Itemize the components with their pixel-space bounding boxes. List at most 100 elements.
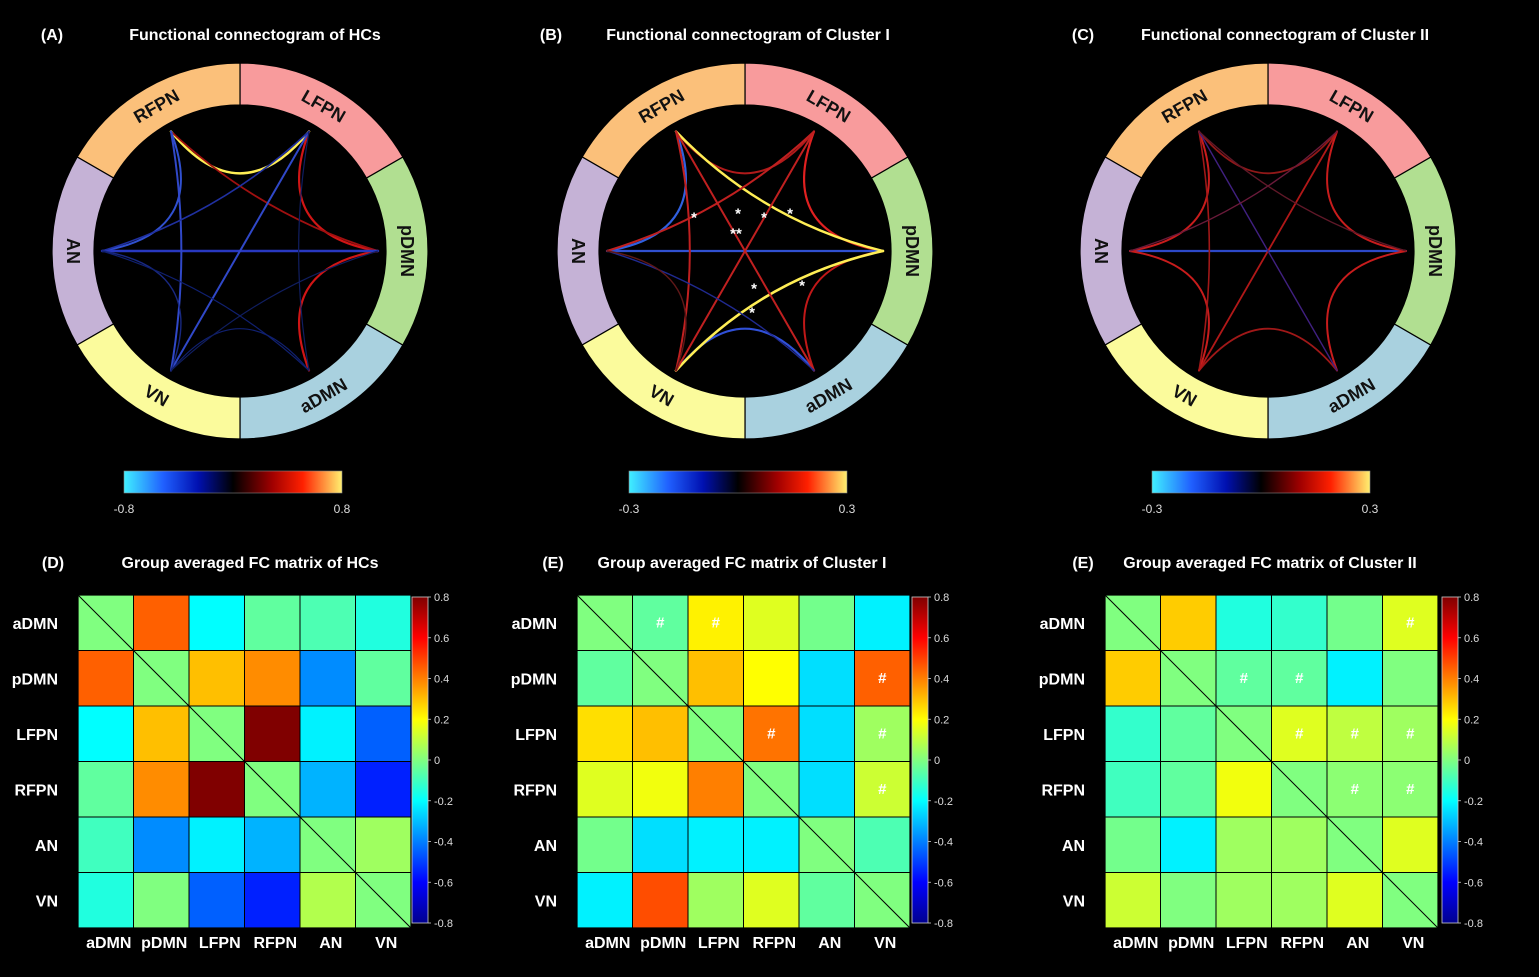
colorbar-tick-label: -0.8 bbox=[1464, 918, 1483, 930]
ring-label-pdmn: pDMN bbox=[1425, 225, 1445, 277]
panel-letter: (E) bbox=[1072, 555, 1093, 572]
matrix-cell bbox=[133, 872, 190, 929]
matrix-cell bbox=[1215, 872, 1272, 929]
edge-rfpn-admn bbox=[1198, 130, 1338, 372]
ring-segment-rfpn bbox=[581, 62, 746, 179]
matrix-cell bbox=[1326, 872, 1383, 929]
matrix-cell bbox=[632, 816, 689, 873]
matrix-cell bbox=[854, 816, 911, 873]
edge-lfpn-vn bbox=[170, 130, 310, 372]
colorbar-min-label: -0.8 bbox=[114, 502, 135, 516]
matrix-cell bbox=[1104, 761, 1161, 818]
significance-mark: # bbox=[1240, 670, 1249, 687]
panel-letter: (A) bbox=[41, 27, 63, 44]
matrix-cell bbox=[798, 872, 855, 929]
matrix-cell bbox=[632, 594, 689, 651]
ring-segment-lfpn bbox=[744, 62, 909, 179]
edge-admn-vn bbox=[1198, 327, 1338, 372]
panel-title: Group averaged FC matrix of Cluster I bbox=[598, 555, 887, 572]
colorbar-max-label: 0.3 bbox=[839, 502, 856, 516]
colorbar-min-label: -0.3 bbox=[619, 502, 640, 516]
matrix-cell bbox=[244, 650, 301, 707]
matrix-cell bbox=[77, 705, 134, 762]
row-label: RFPN bbox=[513, 782, 557, 799]
matrix-cell bbox=[743, 594, 800, 651]
matrix-cell bbox=[77, 872, 134, 929]
significance-mark: # bbox=[878, 670, 887, 687]
matrix-cell bbox=[854, 761, 911, 818]
colorbar bbox=[1151, 470, 1371, 494]
matrix-cell bbox=[687, 872, 744, 929]
matrix-cell bbox=[687, 816, 744, 873]
row-label: AN bbox=[35, 838, 58, 855]
edge-admn-lfpn bbox=[298, 130, 310, 372]
matrix-cell bbox=[798, 761, 855, 818]
row-label: LFPN bbox=[515, 727, 557, 744]
ring-label-an: AN bbox=[568, 238, 588, 264]
panel-letter: (E) bbox=[542, 555, 563, 572]
significance-star: * bbox=[735, 206, 741, 223]
edge-rfpn-vn bbox=[170, 130, 183, 372]
matrix-cell bbox=[1326, 650, 1383, 707]
column-label: aDMN bbox=[86, 935, 131, 952]
matrix-cell bbox=[687, 761, 744, 818]
significance-mark: # bbox=[1295, 670, 1304, 687]
edge-an-rfpn bbox=[101, 130, 182, 252]
matrix-cell bbox=[1160, 872, 1217, 929]
matrix-cell bbox=[133, 761, 190, 818]
panel-letter: (D) bbox=[42, 555, 64, 572]
matrix-cell bbox=[1215, 816, 1272, 873]
matrix-cell bbox=[299, 650, 356, 707]
significance-star: * bbox=[761, 210, 767, 227]
matrix-cell bbox=[133, 816, 190, 873]
matrix-border bbox=[576, 594, 911, 929]
colorbar-tick-label: 0.6 bbox=[434, 633, 449, 645]
significance-mark: # bbox=[1406, 614, 1415, 631]
colorbar-tick-label: 0.2 bbox=[1464, 714, 1479, 726]
matrix-diagonal bbox=[1104, 594, 1439, 929]
matrix-cell bbox=[133, 594, 190, 651]
matrix-cell bbox=[77, 761, 134, 818]
significance-star: * bbox=[787, 206, 793, 223]
colorbar-tick-label: -0.2 bbox=[1464, 796, 1483, 808]
edge-an-rfpn bbox=[1129, 130, 1210, 252]
colorbar-tick-label: 0.6 bbox=[1464, 633, 1479, 645]
column-label: LFPN bbox=[1226, 935, 1268, 952]
matrix-diagonal bbox=[77, 594, 412, 929]
matrix-cell bbox=[299, 705, 356, 762]
edge-pdmn-vn bbox=[170, 250, 379, 372]
row-label: AN bbox=[1062, 838, 1085, 855]
column-label: aDMN bbox=[1113, 935, 1158, 952]
matrix-cell bbox=[743, 705, 800, 762]
column-label: RFPN bbox=[253, 935, 297, 952]
panel-title: Group averaged FC matrix of Cluster II bbox=[1123, 555, 1416, 572]
colorbar-tick-label: 0.4 bbox=[434, 674, 449, 686]
matrix-cell bbox=[1215, 761, 1272, 818]
ring-segment-pdmn bbox=[1393, 156, 1457, 346]
colorbar-tick-label: -0.8 bbox=[434, 918, 453, 930]
edge-lfpn-vn bbox=[675, 130, 815, 372]
significance-star: * bbox=[749, 305, 755, 322]
edge-admn-vn bbox=[170, 328, 310, 372]
edge-rfpn-lfpn bbox=[1198, 130, 1338, 175]
matrix-cell bbox=[244, 594, 301, 651]
matrix-cell bbox=[1326, 594, 1383, 651]
ring-segment-lfpn bbox=[239, 62, 404, 179]
matrix-cell bbox=[798, 705, 855, 762]
colorbar-tick-label: 0.2 bbox=[934, 714, 949, 726]
colorbar-tick-label: 0 bbox=[1464, 755, 1470, 767]
matrix-cell bbox=[1160, 816, 1217, 873]
edge-pdmn-admn bbox=[298, 249, 380, 372]
significance-star: * bbox=[799, 278, 805, 295]
ring-label-an: AN bbox=[63, 238, 83, 264]
matrix-diagonal bbox=[576, 594, 911, 929]
matrix-cell bbox=[743, 816, 800, 873]
significance-mark: # bbox=[878, 781, 887, 798]
matrix-cell bbox=[1104, 650, 1161, 707]
panel-title: Functional connectogram of Cluster I bbox=[606, 27, 890, 44]
ring-segment-an bbox=[51, 156, 115, 346]
matrix-cell bbox=[355, 761, 412, 818]
colorbar bbox=[1441, 596, 1459, 924]
colorbar-tick-label: 0.4 bbox=[1464, 674, 1479, 686]
matrix-cell bbox=[1326, 705, 1383, 762]
